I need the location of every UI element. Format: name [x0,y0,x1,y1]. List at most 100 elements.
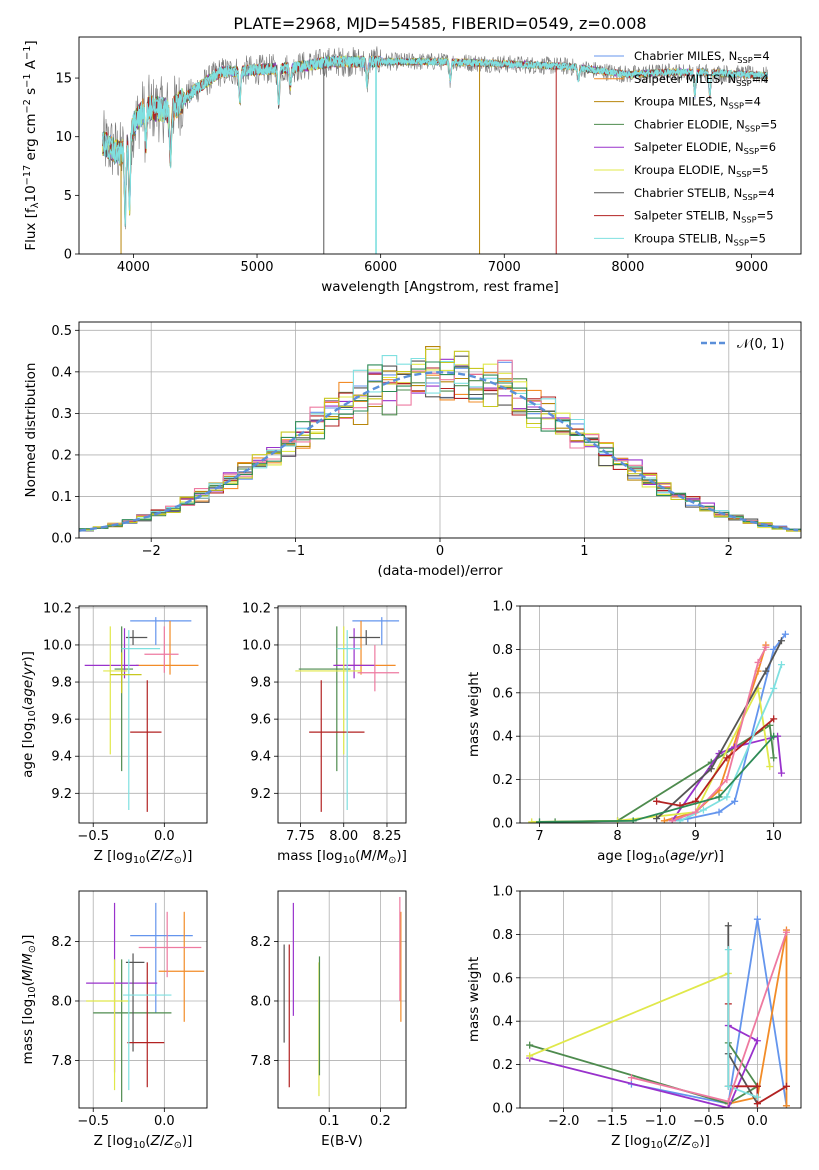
legend-entry-5: Salpeter ELODIE, NSSP=6 [634,140,776,156]
errorbar-point [93,959,172,1103]
y-axis-label: mass [log10(M/M⊙)] [20,935,38,1065]
mass-weight-marker [766,763,774,771]
x-tick-label: 10 [765,829,782,844]
axes-frame [277,890,407,1109]
x-tick-label: 0.0 [154,829,175,844]
y-tick-label: 8.0 [51,994,72,1009]
plot-area [278,891,406,1108]
mass-weight-marker [715,793,723,801]
legend-entry-7: Chabrier STELIB, NSSP=4 [634,186,775,202]
x-tick-label: 7 [535,829,543,844]
x-axis-label: Z [log10(Z/Z⊙)] [94,1133,193,1151]
mass-weight-marker [781,630,789,638]
mass-weight-marker [724,1104,732,1108]
x-axis-label: (data-model)/error [377,563,503,579]
mass-weight-marker [777,661,785,669]
mass-weight-series-line [529,972,729,1057]
residual-histogram-step [79,355,801,532]
y-tick-label: 9.2 [51,787,72,802]
y-tick-label: 10.0 [242,638,271,653]
x-axis-label: Z [log10(Z/Z⊙)] [94,848,193,866]
y-tick-label: 0.0 [492,817,513,832]
axes-frame [519,605,802,824]
x-tick-label: 0 [436,544,444,559]
plot-area [520,891,801,1108]
mass-weight-marker [699,806,707,814]
y-tick-label: 0.4 [492,730,513,745]
mass-weight-marker [724,946,732,954]
y-tick-label: 0.3 [51,407,72,422]
y-axis-label: Flux [fλ10−17 erg cm−2 s−1 A−1] [22,40,41,250]
y-axis-label: Normed distribution [23,363,39,498]
mass-weight-marker [653,815,661,823]
mass-weight-marker [770,684,778,692]
errorbar-point [130,902,193,1013]
mass-weight-marker [762,667,770,675]
x-axis-label: age [log10(age/yr)] [597,848,724,866]
errorbar-point [144,626,179,673]
mass-weight-series-line [655,640,783,820]
errorbar-point [357,644,400,692]
x-tick-label: 4000 [117,260,150,275]
x-tick-label: 0.2 [370,1114,391,1129]
y-axis-label: mass weight [466,957,482,1042]
legend-entry-1: Chabrier MILES, NSSP=4 [634,49,770,65]
x-tick-label: 9 [691,829,699,844]
mass-weight-marker [770,715,778,723]
y-tick-label: 8.2 [250,935,271,950]
y-tick-label: 10.2 [43,601,72,616]
y-tick-label: 8.0 [250,994,271,1009]
y-tick-label: 0.2 [51,448,72,463]
mass-weight-marker [660,817,668,823]
x-tick-label: −0.5 [693,1114,725,1129]
x-tick-label: −1.0 [645,1114,677,1129]
mass-weight-series-line [728,929,788,1106]
errorbar-point [158,911,205,1022]
y-tick-label: 0.2 [492,1058,513,1073]
x-tick-label: −2 [142,544,161,559]
x-tick-label: 7000 [488,260,521,275]
mass-weight-marker [782,1102,790,1108]
y-tick-label: 7.8 [51,1054,72,1069]
errorbar-point [352,617,400,645]
mass-weight-marker [753,915,761,923]
mass-weight-marker [723,793,731,801]
mass-weight-marker [629,817,637,823]
y-tick-label: 10.2 [242,601,271,616]
errorbar-point [110,652,142,694]
errorbar-point [103,626,128,755]
legend-entry-3: Kroupa MILES, NSSP=4 [634,95,761,111]
mass-weight-marker [723,754,731,762]
normal-reference-curve [79,371,799,532]
mass-weight-marker [526,1052,534,1060]
mass-weight-marker [731,797,739,805]
mass-weight-marker [653,797,661,805]
y-tick-label: 0.1 [51,490,72,505]
errorbar-point [298,626,351,772]
x-tick-label: 2 [725,544,733,559]
mass-weight-series-line [529,1024,759,1108]
x-tick-label: −0.5 [77,829,109,844]
x-tick-label: 8000 [611,260,644,275]
y-tick-label: 9.8 [250,676,271,691]
y-tick-label: 10.0 [43,638,72,653]
x-tick-label: 0.0 [154,1114,175,1129]
y-tick-label: 0.2 [492,773,513,788]
mass-weight-marker [692,808,700,816]
errorbar-point [333,628,375,679]
errorbar-point [295,626,362,755]
legend-normal-label: 𝒩(0, 1) [737,337,784,352]
mass-weight-marker [753,1093,761,1101]
mass-vs-extinction-panel: 0.1 0.2 7.8 8.0 8.2 E(B-V) [250,890,407,1149]
y-tick-label: 9.6 [51,713,72,728]
y-tick-label: 0.8 [492,643,513,658]
mass-weight-series-line [664,644,767,822]
mass-weight-marker [770,732,778,740]
x-tick-label: 0.0 [747,1114,768,1129]
age-vs-mass-panel: 7.75 8.00 8.25 9.2 9.4 9.6 9.8 10.0 10.2 mass [lo… [242,601,407,866]
y-tick-label: 0.8 [492,928,513,943]
mass-weight-marker [536,818,544,823]
y-tick-label: 0.4 [51,365,72,380]
mass-weight-marker [724,1097,732,1105]
